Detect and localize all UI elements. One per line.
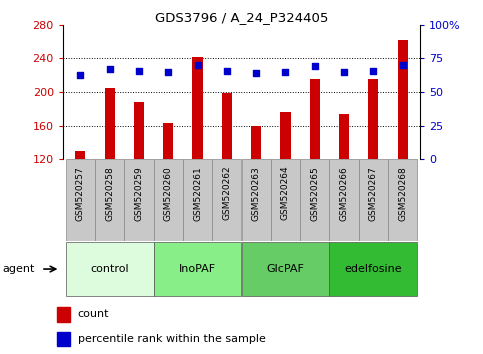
Bar [154,242,242,296]
Text: GlcPAF: GlcPAF [267,264,304,274]
Bar [95,159,124,241]
Bar [310,79,320,159]
Point [194,62,201,68]
Bar [280,112,291,159]
Bar [163,123,173,159]
Bar [75,151,85,159]
Point [106,66,114,72]
Bar [251,126,261,159]
Text: edelfosine: edelfosine [344,264,402,274]
Bar [242,159,271,241]
Text: GSM520265: GSM520265 [310,166,319,221]
Text: control: control [90,264,129,274]
Bar [271,159,300,241]
Point [282,69,289,75]
Bar [329,242,417,296]
Text: percentile rank within the sample: percentile rank within the sample [78,334,266,344]
Point [135,68,143,73]
Text: GDS3796 / A_24_P324405: GDS3796 / A_24_P324405 [155,11,328,24]
Bar [222,93,232,159]
Bar [359,159,388,241]
Text: GSM520257: GSM520257 [76,166,85,221]
Point [399,62,407,68]
Text: agent: agent [2,264,35,274]
Bar [134,102,144,159]
Bar [329,159,359,241]
Text: GSM520262: GSM520262 [222,166,231,221]
Bar [104,88,115,159]
Bar [183,159,212,241]
Point [252,70,260,76]
Text: GSM520263: GSM520263 [252,166,261,221]
Bar [57,332,70,347]
Bar [154,159,183,241]
Text: GSM520264: GSM520264 [281,166,290,221]
Point [76,72,84,78]
Bar [124,159,154,241]
Bar [388,159,417,241]
Bar [212,159,242,241]
Bar [66,242,154,296]
Text: GSM520260: GSM520260 [164,166,173,221]
Bar [57,307,70,322]
Bar [398,40,408,159]
Point [340,69,348,75]
Bar [66,159,95,241]
Text: GSM520266: GSM520266 [340,166,349,221]
Point [164,69,172,75]
Point [369,68,377,73]
Text: GSM520258: GSM520258 [105,166,114,221]
Text: GSM520261: GSM520261 [193,166,202,221]
Text: InoPAF: InoPAF [179,264,216,274]
Bar [192,57,203,159]
Bar [300,159,329,241]
Bar [368,79,379,159]
Bar [339,114,349,159]
Text: GSM520268: GSM520268 [398,166,407,221]
Point [223,68,231,73]
Bar [242,242,329,296]
Text: GSM520259: GSM520259 [134,166,143,221]
Point [311,64,319,69]
Text: count: count [78,309,109,319]
Text: GSM520267: GSM520267 [369,166,378,221]
